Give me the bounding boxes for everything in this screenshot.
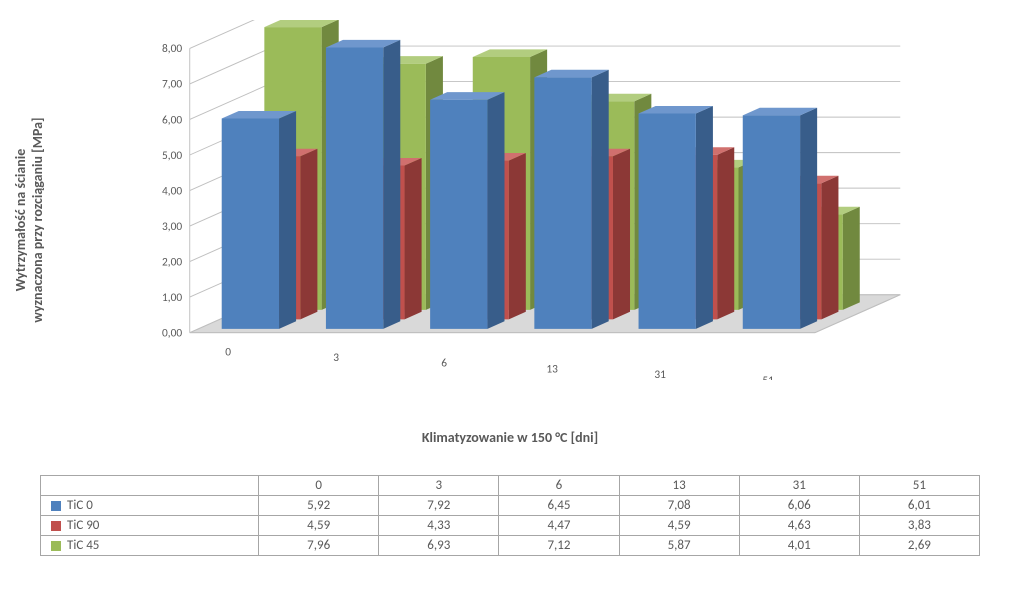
table-cell: 7,08	[619, 496, 739, 516]
svg-text:3,00: 3,00	[162, 220, 182, 234]
series-label-cell: TiC 0	[41, 496, 259, 516]
table-cell: 4,33	[379, 516, 499, 536]
svg-text:7,00: 7,00	[162, 78, 182, 92]
plot-svg: 0,00 1,00 2,00 3,00 4,00 5,00 6,00 7,00 8,00 0 3 6 1…	[130, 20, 960, 380]
table-cell: 6,45	[499, 496, 619, 516]
series-name: TiC 0	[67, 498, 93, 513]
table-col-header: 51	[859, 476, 979, 496]
table-row: TiC 45 7,966,937,125,874,012,69	[41, 536, 980, 556]
svg-text:13: 13	[546, 362, 558, 376]
svg-text:8,00: 8,00	[162, 42, 182, 56]
legend-swatch	[51, 501, 61, 511]
svg-text:6,00: 6,00	[162, 113, 182, 127]
svg-text:6: 6	[441, 357, 447, 371]
chart-frame: Wytrzymałość na ścianiewyznaczona przy r…	[0, 0, 1024, 598]
table-cell: 4,59	[619, 516, 739, 536]
table-cell: 4,63	[739, 516, 859, 536]
legend-swatch	[51, 521, 61, 531]
series-label-cell: TiC 90	[41, 516, 259, 536]
x-axis-label: Klimatyzowanie w 150 °C [dni]	[422, 429, 598, 446]
svg-text:0,00: 0,00	[162, 326, 182, 340]
svg-text:1,00: 1,00	[162, 291, 182, 305]
series-label-cell: TiC 45	[41, 536, 259, 556]
table-cell: 5,92	[259, 496, 379, 516]
table-cell: 4,59	[259, 516, 379, 536]
table-col-header: 0	[259, 476, 379, 496]
table-cell: 6,93	[379, 536, 499, 556]
table-cell: 3,83	[859, 516, 979, 536]
series-name: TiC 45	[67, 538, 99, 553]
data-table-wrap: 036133151TiC 05,927,926,457,086,066,01Ti…	[40, 475, 980, 556]
table-cell: 5,87	[619, 536, 739, 556]
table-header-row: 036133151	[41, 476, 980, 496]
table-row: TiC 0 5,927,926,457,086,066,01	[41, 496, 980, 516]
svg-text:3: 3	[333, 351, 339, 365]
data-table: 036133151TiC 05,927,926,457,086,066,01Ti…	[40, 475, 980, 556]
y-axis-label-line1: Wytrzymałość na ścianiewyznaczona przy r…	[12, 117, 46, 322]
plot-3d: 0,00 1,00 2,00 3,00 4,00 5,00 6,00 7,00 8,00 0 3 6 1…	[130, 20, 960, 380]
chart-area: Wytrzymałość na ścianiewyznaczona przy r…	[40, 10, 980, 430]
table-cell: 4,47	[499, 516, 619, 536]
svg-text:2,00: 2,00	[162, 255, 182, 269]
table-cell: 2,69	[859, 536, 979, 556]
table-col-header: 3	[379, 476, 499, 496]
svg-text:31: 31	[654, 368, 666, 380]
table-col-header: 6	[499, 476, 619, 496]
svg-text:5,00: 5,00	[162, 149, 182, 163]
svg-text:0: 0	[225, 345, 231, 359]
table-cell: 7,96	[259, 536, 379, 556]
y-axis-label: Wytrzymałość na ścianiewyznaczona przy r…	[13, 117, 47, 322]
data-table-body: 036133151TiC 05,927,926,457,086,066,01Ti…	[41, 476, 980, 556]
table-col-header: 13	[619, 476, 739, 496]
table-cell: 6,06	[739, 496, 859, 516]
series-name: TiC 90	[67, 518, 99, 533]
table-col-header: 31	[739, 476, 859, 496]
table-cell: 6,01	[859, 496, 979, 516]
table-cell: 4,01	[739, 536, 859, 556]
svg-text:51: 51	[762, 374, 774, 380]
table-cell: 7,12	[499, 536, 619, 556]
legend-swatch	[51, 541, 61, 551]
table-cell: 7,92	[379, 496, 499, 516]
table-corner	[41, 476, 259, 496]
svg-text:4,00: 4,00	[162, 184, 182, 198]
table-row: TiC 904,594,334,474,594,633,83	[41, 516, 980, 536]
